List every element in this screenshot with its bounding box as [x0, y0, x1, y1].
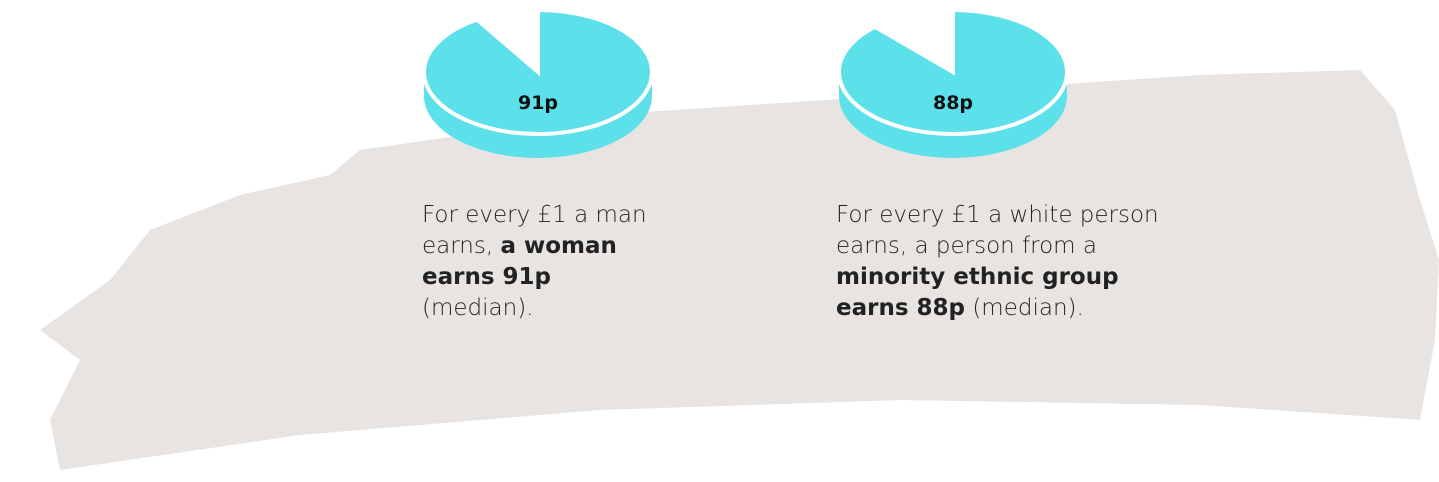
brush-background — [40, 70, 1439, 470]
caption-text: For every £1 a man earns, — [422, 202, 647, 259]
pie-value-label: 91p — [518, 92, 558, 114]
pie-value-label: 88p — [933, 92, 973, 114]
caption-text: (median). — [965, 295, 1084, 321]
pie-side — [839, 72, 1067, 158]
caption-bold: minority ethnic group earns 88p — [836, 264, 1119, 321]
caption: For every £1 a man earns, a woman earns … — [422, 200, 647, 324]
pie-side — [424, 72, 652, 158]
pie-slice — [837, 7, 1069, 136]
caption-text: For every £1 a white person earns, a per… — [836, 202, 1159, 259]
caption: For every £1 a white person earns, a per… — [836, 200, 1186, 324]
caption-text: (median). — [422, 295, 534, 321]
caption-bold: a woman earns 91p — [422, 233, 617, 290]
pie-slice — [422, 7, 654, 136]
